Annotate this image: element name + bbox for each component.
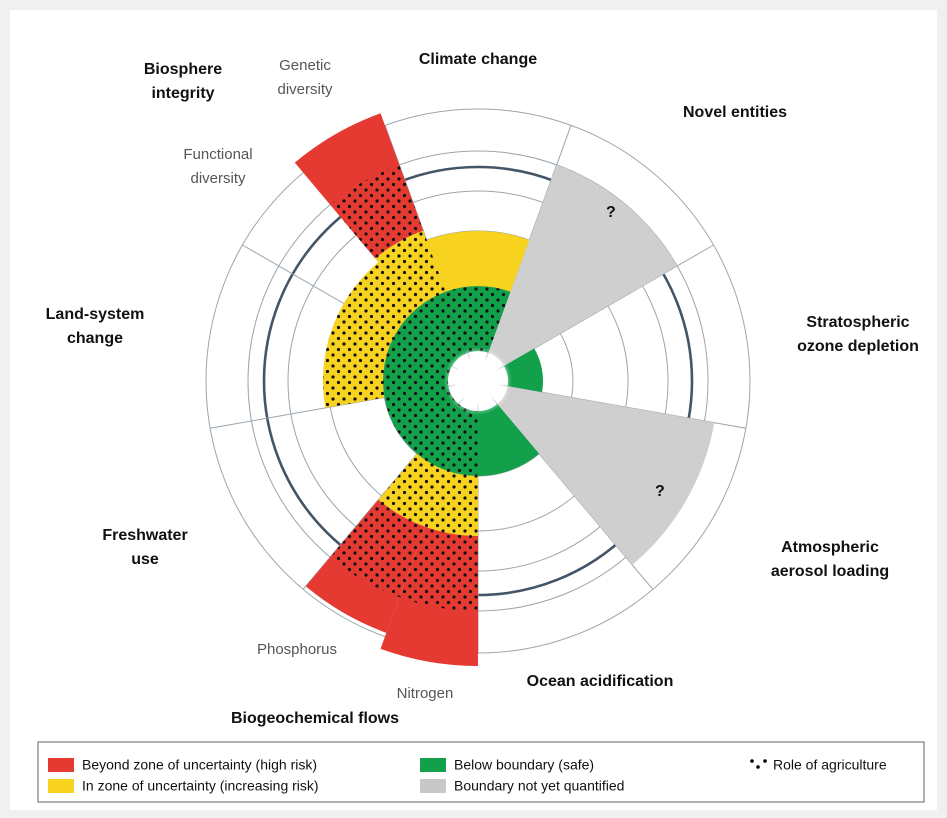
agriculture-dots: [383, 333, 453, 398]
legend-dots: [750, 759, 767, 769]
agriculture-dots: [399, 526, 478, 611]
label: Nitrogen: [397, 685, 454, 702]
question-mark: ?: [655, 483, 665, 500]
legend-swatch: [48, 758, 74, 772]
legend-swatch: [48, 779, 74, 793]
agriculture-dots: [445, 286, 511, 353]
zone-g: [478, 403, 540, 476]
zone-n: [497, 386, 715, 565]
legend-text: Boundary not yet quantified: [454, 778, 624, 794]
label: Freshwater: [102, 527, 187, 544]
agriculture-dots: [395, 308, 459, 366]
center: [444, 347, 512, 415]
agriculture-dots: [378, 453, 446, 527]
label: Atmospheric: [781, 539, 879, 556]
label: use: [131, 551, 159, 568]
label: change: [67, 330, 123, 347]
agriculture-dots: [343, 262, 417, 334]
label: ozone depletion: [797, 338, 919, 355]
agriculture-dots: [424, 470, 478, 536]
label: Functional: [183, 146, 252, 163]
legend-text: Beyond zone of uncertainty (high risk): [82, 757, 317, 773]
label: Climate change: [419, 51, 537, 68]
legend-swatch: [420, 779, 446, 793]
agriculture-dots: [416, 291, 468, 359]
label: integrity: [151, 85, 214, 102]
zone-y: [426, 231, 530, 292]
label: aerosol loading: [771, 563, 889, 580]
agriculture-dots: [330, 164, 424, 259]
agriculture-dots: [330, 499, 425, 598]
label: Land-system: [46, 306, 145, 323]
agriculture-dots: [375, 230, 446, 309]
zone-n: [488, 164, 678, 366]
legend-box: [37, 741, 925, 803]
legend-text: In zone of uncertainty (increasing risk): [82, 778, 319, 794]
legend-text: Role of agriculture: [773, 757, 887, 773]
agriculture-dots: [445, 409, 478, 477]
agriculture-dots: [416, 403, 468, 471]
label: Stratospheric: [806, 314, 909, 331]
zone-g: [503, 348, 543, 393]
question-mark: ?: [606, 204, 616, 221]
legend-text: Below boundary (safe): [454, 757, 594, 773]
label: diversity: [190, 170, 246, 187]
label: Biogeochemical flows: [231, 710, 399, 727]
label: diversity: [277, 81, 333, 98]
label: Novel entities: [683, 104, 787, 121]
legend-swatch: [420, 758, 446, 772]
agriculture-dots: [323, 303, 396, 408]
label: Biosphere: [144, 61, 222, 78]
agriculture-dots: [384, 386, 459, 454]
label: Phosphorus: [257, 641, 337, 658]
label: Genetic: [279, 57, 331, 74]
label: Ocean acidification: [527, 673, 674, 690]
